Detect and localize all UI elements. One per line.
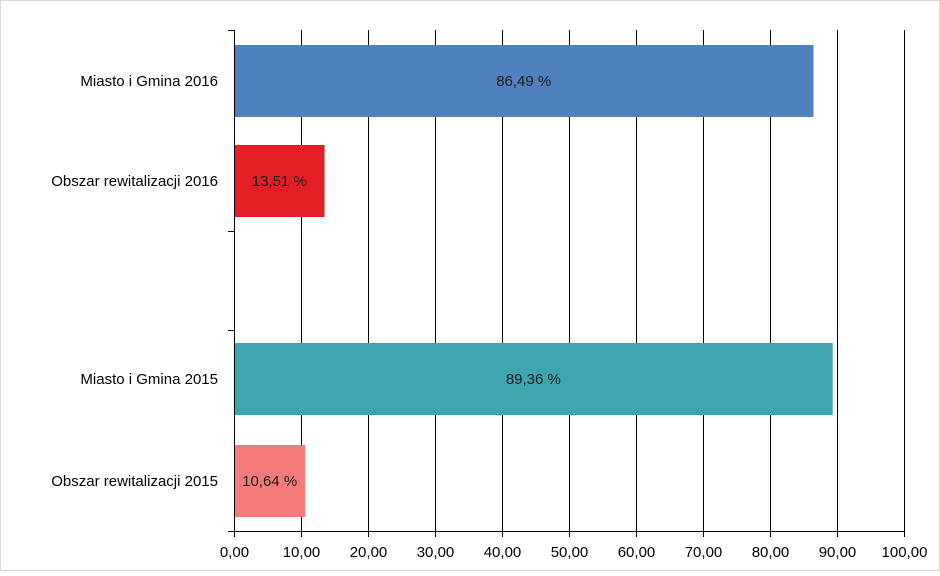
data-label: 10,64 % [242, 473, 297, 490]
x-tick-label: 40,00 [484, 544, 522, 561]
x-tick-label: 0,00 [220, 544, 249, 561]
labels: 0,00 10,00 20,00 30,00 40,00 50,00 60,00 70,00 8… [51, 73, 927, 561]
category-label: Miasto i Gmina 2015 [80, 371, 218, 388]
bars [234, 45, 833, 517]
bar [234, 445, 306, 517]
x-tick-label: 70,00 [685, 544, 723, 561]
bar [234, 145, 325, 217]
bar [234, 343, 833, 415]
bar [234, 45, 814, 117]
x-tick-label: 100,00 [882, 544, 928, 561]
x-tick-label: 90,00 [819, 544, 857, 561]
x-tick-label: 80,00 [752, 544, 790, 561]
category-label: Miasto i Gmina 2016 [80, 73, 218, 90]
data-label: 13,51 % [252, 173, 307, 190]
data-label: 89,36 % [506, 371, 561, 388]
category-label: Obszar rewitalizacji 2015 [51, 473, 218, 490]
category-label: Obszar rewitalizacji 2016 [51, 173, 218, 190]
axes [228, 30, 905, 537]
x-tick-label: 30,00 [417, 544, 455, 561]
x-tick-label: 60,00 [618, 544, 656, 561]
x-tick-label: 10,00 [283, 544, 321, 561]
x-tick-label: 50,00 [551, 544, 589, 561]
data-label: 86,49 % [496, 73, 551, 90]
x-tick-label: 20,00 [350, 544, 388, 561]
